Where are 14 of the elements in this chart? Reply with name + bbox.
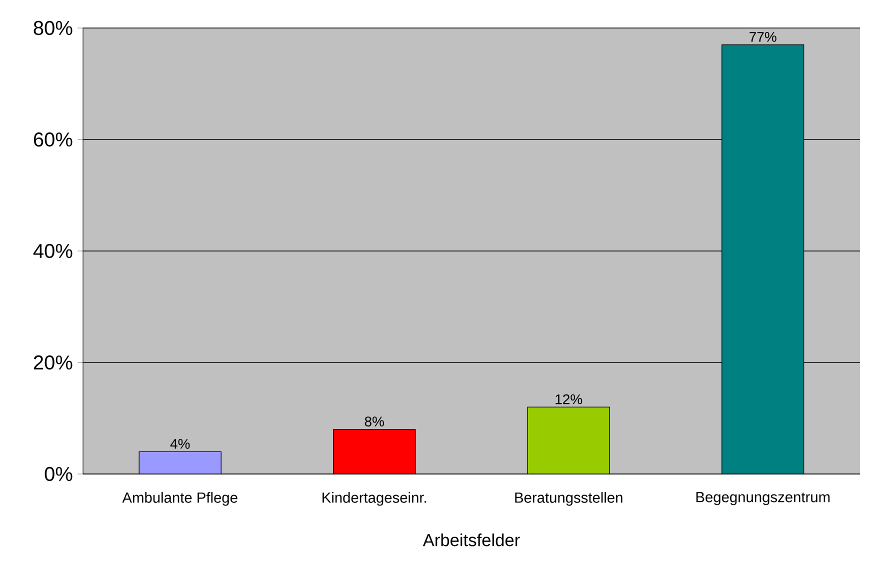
data-label: 12% [556,394,582,404]
x-axis-title: Arbeitsfelder [422,534,520,546]
x-tick-label: Begegnungszentrum [696,492,830,506]
data-label: 4% [170,438,190,449]
x-tick-label: Beratungsstellen [515,492,622,506]
y-tick-label: 60% [34,132,72,147]
x-tick-label: Kindertageseinr. [322,492,426,506]
y-tick-label: 20% [34,355,72,370]
data-label: 77% [750,32,776,42]
x-tick-label: Ambulante Pflege [122,492,238,506]
data-label: 8% [364,416,384,426]
y-tick-label: 40% [33,244,72,258]
y-tick-label: 0% [44,466,72,482]
y-tick-label: 80% [34,20,72,36]
